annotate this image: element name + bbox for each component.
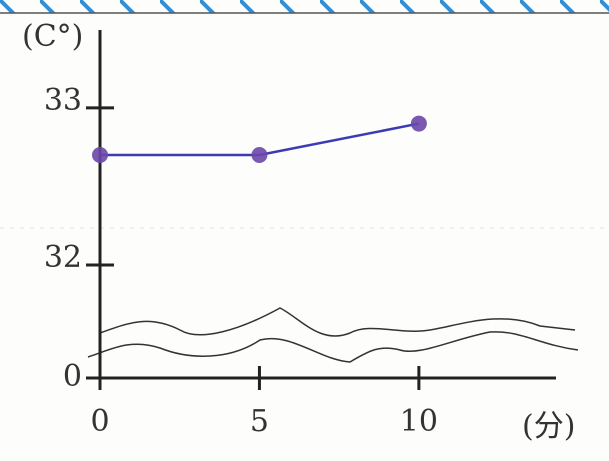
y-tick-label: 0	[63, 359, 82, 394]
y-tick-label: 32	[44, 240, 82, 275]
x-tick-label: 0	[90, 404, 109, 439]
top-hatch	[0, 0, 609, 13]
x-tick-label: 5	[250, 404, 269, 439]
y-axis-label: (C°)	[22, 19, 83, 54]
axis-break-wave	[99, 307, 576, 337]
y-tick-label: 33	[44, 83, 82, 118]
x-axis-label: (分)	[522, 409, 575, 444]
x-tick-label: 10	[400, 404, 438, 439]
axis-break-wave	[87, 331, 579, 363]
data-point	[251, 147, 268, 163]
data-point	[410, 115, 427, 132]
data-point	[92, 147, 108, 163]
